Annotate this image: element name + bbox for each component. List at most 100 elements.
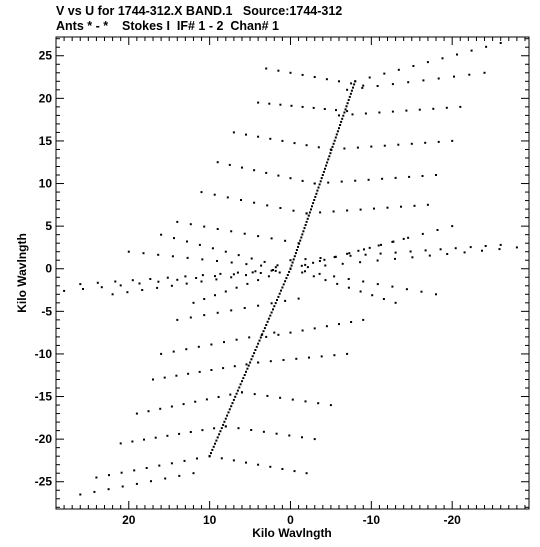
data-point (304, 224, 307, 226)
data-point (481, 249, 483, 252)
data-point (329, 152, 332, 155)
data-point (141, 289, 144, 291)
axis-tick-labels: 20 10 0 -10 -20 25 20 15 10 5 0 -5 -10 -15 -20 -25 (35, 49, 462, 527)
data-point (131, 440, 134, 443)
data-point (236, 271, 239, 274)
data-point (459, 105, 462, 108)
data-point (334, 136, 337, 139)
data-point (233, 365, 236, 368)
data-point (157, 280, 160, 283)
data-point (456, 53, 458, 56)
data-point (270, 269, 273, 272)
data-point (186, 240, 188, 243)
data-point (121, 485, 124, 488)
data-point (468, 73, 471, 76)
data-point (278, 271, 281, 274)
x-tick-label: 10 (203, 513, 217, 527)
data-point (305, 472, 308, 475)
data-point (394, 251, 397, 254)
y-tick-label: 5 (45, 219, 52, 233)
data-point (441, 57, 444, 60)
data-point (338, 323, 340, 326)
data-point (359, 290, 362, 293)
data-point (259, 272, 262, 274)
data-point (350, 89, 353, 92)
data-point (245, 461, 247, 464)
data-point (231, 402, 234, 405)
data-point (289, 71, 292, 74)
data-point (339, 124, 342, 126)
data-point (329, 148, 332, 151)
data-point (391, 285, 394, 288)
data-point (210, 343, 213, 346)
data-point (391, 83, 394, 86)
data-point (238, 386, 241, 389)
y-tick-label: -15 (35, 390, 53, 404)
data-point (210, 369, 213, 371)
data-point (217, 396, 220, 398)
data-point (272, 269, 274, 271)
data-point (353, 83, 356, 86)
data-point (275, 432, 278, 435)
data-point (111, 293, 114, 296)
data-point (324, 167, 326, 170)
data-point (135, 412, 138, 415)
data-point (293, 142, 296, 145)
data-point (277, 333, 280, 336)
data-point (171, 255, 174, 258)
data-point (257, 463, 260, 466)
data-point (178, 474, 181, 477)
data-point (318, 272, 321, 275)
data-point (333, 139, 336, 142)
data-point (224, 425, 227, 428)
data-point (329, 404, 332, 407)
data-point (361, 86, 364, 89)
data-point (127, 250, 130, 253)
data-point (338, 80, 340, 83)
data-point (250, 429, 253, 431)
data-point (410, 142, 413, 145)
data-point (185, 348, 188, 351)
data-point (195, 277, 198, 279)
y-tick-label: -10 (35, 347, 53, 361)
data-point (351, 113, 354, 116)
data-point (182, 403, 185, 406)
data-point (270, 302, 273, 305)
data-point (223, 420, 226, 423)
data-point (314, 195, 317, 198)
data-point (346, 252, 349, 255)
data-point (213, 193, 216, 196)
data-point (267, 275, 270, 278)
data-point (316, 189, 319, 192)
data-point (265, 67, 268, 70)
data-point (342, 114, 345, 117)
data-point (294, 252, 297, 255)
data-point (359, 208, 362, 211)
data-point (282, 283, 285, 286)
data-point (267, 317, 270, 320)
data-point (301, 436, 303, 439)
data-point (265, 335, 268, 338)
data-point (332, 142, 335, 145)
data-point (308, 356, 310, 359)
data-point (426, 61, 429, 64)
data-point (324, 264, 327, 267)
data-point (363, 248, 365, 251)
data-point (313, 76, 316, 78)
data-point (201, 274, 204, 277)
y-tick-label: -5 (41, 304, 52, 318)
data-point (230, 405, 233, 408)
data-point (216, 311, 219, 314)
data-point (364, 112, 367, 115)
data-point (269, 314, 272, 317)
data-point (269, 360, 272, 363)
data-point (354, 80, 357, 83)
data-point (226, 414, 229, 417)
data-point (245, 370, 247, 373)
data-point (173, 237, 175, 240)
data-point (318, 183, 321, 186)
data-point (295, 357, 298, 360)
data-point (235, 286, 238, 289)
data-point (485, 45, 488, 48)
data-point (273, 305, 276, 308)
